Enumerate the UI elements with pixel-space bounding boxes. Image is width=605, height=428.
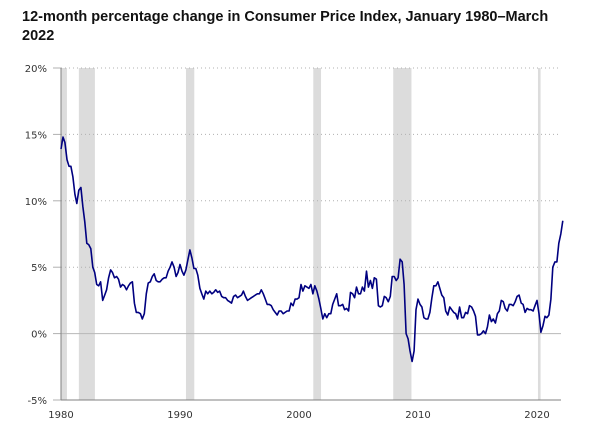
gridlines: [61, 67, 561, 335]
y-tick-label: 10%: [25, 197, 47, 208]
x-tick-label: 1990: [167, 410, 192, 421]
y-tick-label: 0%: [31, 330, 47, 341]
y-tick-label: 20%: [25, 64, 47, 75]
recession-band: [393, 68, 412, 400]
recession-band: [537, 68, 541, 400]
recession-band: [185, 68, 195, 400]
chart-title: 12-month percentage change in Consumer P…: [22, 9, 549, 44]
series-layer: [60, 136, 564, 363]
x-tick-label: 2020: [524, 410, 549, 421]
x-tick-label: 2010: [405, 410, 430, 421]
x-tick-label: 2000: [286, 410, 311, 421]
y-tick-label: 5%: [31, 263, 47, 274]
axes: -5% 0% 5% 10% 15% 20% 1980 1990 2000 2010 2020: [25, 64, 561, 421]
recession-bands: [61, 68, 541, 400]
y-tick-label: 15%: [25, 130, 47, 141]
x-tick-label: 1980: [48, 410, 73, 421]
recession-band: [78, 68, 95, 400]
recession-band: [313, 68, 322, 400]
recession-band: [61, 68, 67, 400]
series-line-cpi: [60, 136, 564, 363]
y-tick-label: -5%: [28, 396, 47, 407]
